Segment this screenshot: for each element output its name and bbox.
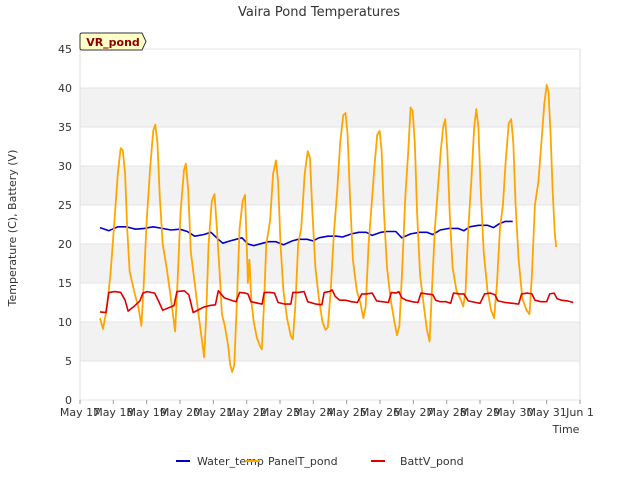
plot-band — [80, 127, 580, 166]
y-tick-label: 0 — [65, 394, 72, 407]
legend: Water_temp PanelT_pond BattV_pond — [176, 455, 464, 468]
plot-band — [80, 166, 580, 205]
plot-band — [80, 49, 580, 88]
x-tick-label: May 22 — [227, 406, 267, 419]
x-tick-label: May 21 — [193, 406, 233, 419]
y-tick-label: 40 — [58, 82, 72, 95]
x-tick-label: May 17 — [60, 406, 100, 419]
plot-band — [80, 88, 580, 127]
plot-band — [80, 322, 580, 361]
y-tick-label: 45 — [58, 43, 72, 56]
y-tick-label: 25 — [58, 199, 72, 212]
x-tick-label: May 19 — [127, 406, 167, 419]
y-tick-label: 10 — [58, 316, 72, 329]
x-tick-label: May 25 — [327, 406, 367, 419]
station-badge-label: VR_pond — [86, 36, 140, 49]
plot-bands — [80, 49, 580, 400]
x-tick-label: May 24 — [293, 406, 333, 419]
legend-label-panelt-pond: PanelT_pond — [268, 455, 338, 468]
y-tick-label: 35 — [58, 121, 72, 134]
x-tick-label: May 18 — [93, 406, 133, 419]
x-tick-label: May 27 — [393, 406, 433, 419]
plot-band — [80, 205, 580, 244]
chart-title: Vaira Pond Temperatures — [238, 5, 400, 20]
x-tick-label: May 26 — [360, 406, 400, 419]
y-axis-label: Temperature (C), Battery (V) — [6, 150, 19, 308]
x-tick-label: May 31 — [527, 406, 567, 419]
legend-label-battv-pond: BattV_pond — [400, 455, 464, 468]
plot-band — [80, 244, 580, 283]
x-tick-label: May 20 — [160, 406, 200, 419]
station-badge: VR_pond — [79, 32, 147, 51]
x-axis-label: Time — [552, 423, 580, 436]
y-tick-label: 30 — [58, 160, 72, 173]
x-tick-label: May 23 — [260, 406, 300, 419]
x-tick-label: May 30 — [493, 406, 533, 419]
series-line-panelt-pond — [99, 84, 558, 373]
station-badge-box — [79, 32, 147, 51]
y-tick-label: 20 — [58, 238, 72, 251]
legend-label-water-temp: Water_temp — [197, 455, 264, 468]
y-tick-label: 5 — [65, 355, 72, 368]
plot-band — [80, 361, 580, 400]
x-tick-label: May 28 — [427, 406, 467, 419]
x-tick-label: Jun 1 — [565, 406, 594, 419]
x-tick-label: May 29 — [460, 406, 500, 419]
series-line-water-temp — [99, 220, 513, 247]
series-line-battv-pond — [99, 289, 574, 314]
y-tick-label: 15 — [58, 277, 72, 290]
series-lines — [99, 84, 574, 373]
